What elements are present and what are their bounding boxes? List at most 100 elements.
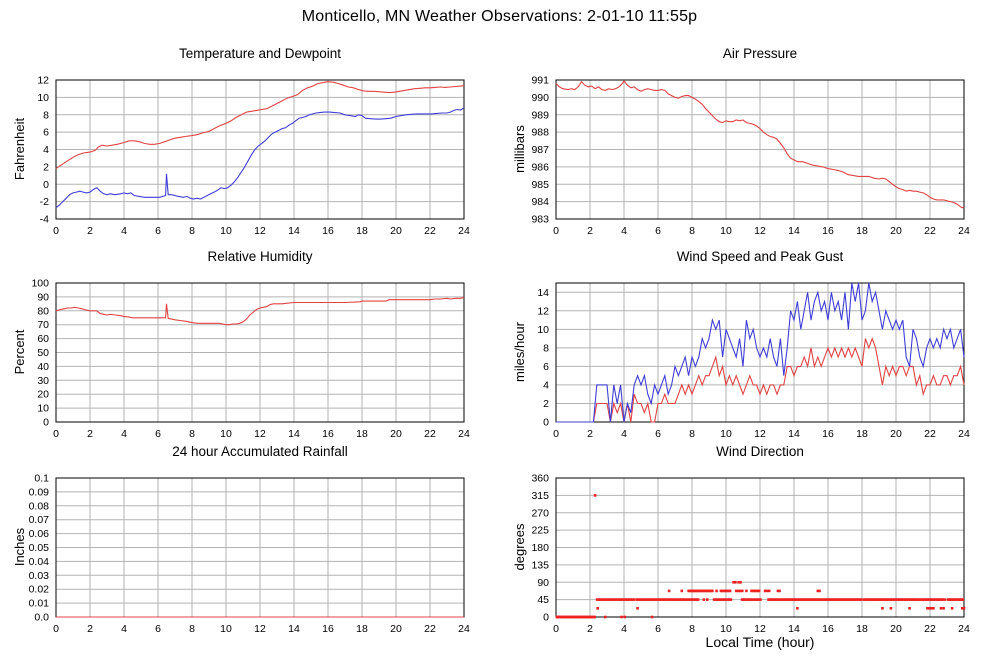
x-tick-label: 2	[587, 225, 593, 237]
wind-direction-point	[593, 494, 597, 497]
wind-direction-point	[626, 598, 629, 601]
x-tick-label: 6	[655, 428, 661, 440]
y-tick-label: 4	[543, 379, 549, 391]
wind-direction-point	[696, 598, 700, 601]
wind-direction-point	[939, 598, 942, 601]
wind-direction-point	[718, 598, 722, 601]
x-tick-label: 20	[390, 623, 402, 635]
wind-direction-point	[656, 598, 660, 601]
y-tick-label: 6	[43, 127, 49, 139]
wind-direction-point	[790, 598, 793, 601]
y-tick-label: -4	[40, 214, 49, 226]
grid-lines	[556, 478, 964, 617]
y-tick-label: 983	[531, 214, 549, 226]
wind-direction-point	[732, 581, 735, 584]
y-axis-label-fahrenheit: Fahrenheit	[12, 117, 27, 181]
wind-direction-point	[729, 598, 733, 601]
y-tick-label: 985	[531, 179, 549, 191]
wind-direction-point	[623, 598, 626, 601]
wind-direction-point	[750, 598, 753, 601]
wind-direction-point	[960, 598, 963, 601]
wind-direction-point	[672, 598, 675, 601]
wind-direction-point	[908, 598, 912, 601]
wind-direction-point	[757, 589, 761, 593]
wind-direction-point	[862, 598, 865, 601]
wind-direction-point	[776, 589, 780, 593]
x-tick-label: 18	[356, 428, 368, 440]
wind-direction-point	[882, 598, 886, 601]
wind-direction-point	[658, 598, 661, 601]
wind-direction-point	[629, 598, 633, 601]
wind-direction-point	[620, 615, 623, 619]
wind-direction-point	[922, 598, 926, 601]
y-tick-label: 8	[543, 342, 549, 354]
x-tick-label: 4	[621, 428, 627, 440]
wind-direction-point	[946, 598, 950, 601]
wind-direction-point	[957, 598, 960, 601]
wind-direction-point	[695, 598, 698, 601]
wind-direction-point	[617, 598, 620, 601]
wind-direction-point	[593, 615, 596, 619]
wind-direction-point	[638, 598, 642, 601]
x-axis-label-local-time: Local Time (hour)	[705, 634, 815, 650]
y-tick-label: 135	[531, 559, 549, 571]
y-tick-label: 50	[37, 347, 49, 359]
y-tick-label: 40	[37, 361, 49, 373]
y-tick-label: 989	[531, 109, 549, 121]
y-tick-label: 10	[37, 403, 49, 415]
x-tick-label: 4	[121, 623, 127, 635]
wind-direction-point	[715, 598, 719, 601]
wind-direction-point	[689, 598, 692, 601]
wind-direction-point	[724, 589, 727, 593]
x-tick-label: 8	[189, 225, 195, 237]
wind-direction-point	[848, 598, 852, 601]
wind-direction-point	[721, 589, 724, 593]
wind-direction-point	[756, 589, 759, 593]
x-tick-label: 22	[424, 225, 436, 237]
wind-direction-point	[795, 598, 799, 601]
series-humidity	[55, 297, 465, 326]
grid-lines	[556, 80, 964, 219]
x-tick-label: 10	[720, 623, 732, 635]
y-tick-label: 991	[531, 75, 549, 87]
wind-direction-point	[926, 607, 929, 610]
x-tick-label: 14	[288, 428, 300, 440]
wind-direction-point	[649, 598, 652, 601]
x-tick-label: 22	[424, 623, 436, 635]
wind-direction-point	[899, 598, 902, 601]
y-tick-label: 12	[37, 75, 49, 87]
y-tick-label: 12	[537, 305, 549, 317]
wind-direction-point	[949, 598, 952, 601]
x-tick-label: 6	[155, 428, 161, 440]
x-tick-label: 14	[288, 623, 300, 635]
wind-direction-point	[933, 598, 937, 601]
wind-direction-point	[602, 598, 605, 601]
wind-direction-point	[927, 607, 931, 610]
wind-direction-point	[783, 598, 787, 601]
wind-direction-point	[598, 598, 602, 601]
wind-direction-point	[915, 598, 918, 601]
x-tick-label: 14	[788, 428, 800, 440]
y-tick-label: 0.09	[29, 486, 50, 498]
wind-direction-point	[659, 598, 663, 601]
wind-direction-point	[623, 615, 627, 619]
wind-direction-point	[829, 598, 833, 601]
wind-direction-point	[603, 598, 607, 601]
wind-direction-point	[745, 598, 748, 601]
x-tick-label: 10	[220, 623, 232, 635]
wind-direction-point	[920, 598, 923, 601]
x-tick-label: 20	[890, 623, 902, 635]
series-peak-gust	[556, 282, 965, 423]
x-tick-label: 12	[254, 623, 266, 635]
y-tick-label: 20	[37, 389, 49, 401]
wind-direction-chart: Wind Direction degrees 0 2 4 6 8 10 12 14 16 18 20…	[500, 444, 999, 650]
chart-title-humidity: Relative Humidity	[207, 249, 313, 264]
wind-direction-point	[939, 607, 943, 610]
wind-direction-point	[667, 598, 671, 601]
wind-direction-point	[827, 598, 830, 601]
wind-direction-point	[605, 598, 608, 601]
x-tick-label: 2	[87, 225, 93, 237]
y-tick-label: 90	[37, 291, 49, 303]
grid-lines	[56, 283, 464, 422]
